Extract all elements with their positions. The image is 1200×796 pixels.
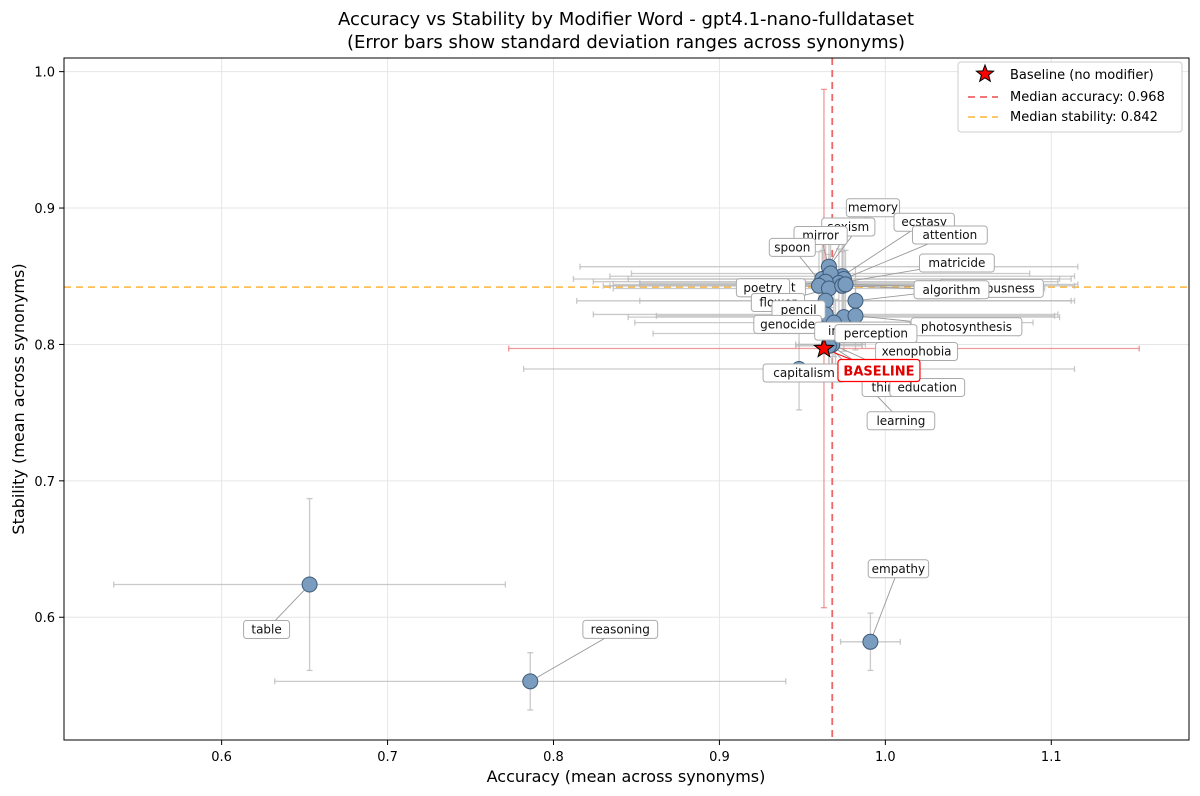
annotation-label: perception: [844, 327, 908, 341]
y-tick-label: 0.6: [34, 611, 55, 626]
data-point: [847, 292, 864, 309]
annotation-algorithm: algorithm: [913, 280, 990, 300]
annotation-spoon: spoon: [768, 237, 816, 257]
chart-title: Accuracy vs Stability by Modifier Word -…: [338, 9, 914, 30]
x-tick-label: 1.1: [1041, 750, 1062, 765]
legend-baseline-star-icon: [975, 63, 995, 83]
point-annotations: table reasoningempathycapitalismmemoryecs…: [243, 198, 1044, 640]
x-axis-label: Accuracy (mean across synonyms): [487, 767, 766, 786]
annotation-label: attention: [922, 228, 977, 242]
y-axis-label: Stability (mean across synonyms): [9, 263, 28, 534]
annotation-perception: perception: [834, 324, 918, 344]
annotation-education: education: [889, 377, 966, 397]
annotation-label: reasoning: [591, 622, 650, 636]
annotation-label: poetry: [743, 281, 782, 295]
annotation-memory: memory: [845, 198, 901, 218]
baseline-annotation-label: BASELINE: [843, 365, 914, 380]
y-tick-label: 0.8: [34, 338, 55, 353]
annotation-box: [845, 198, 901, 218]
baseline-annotation-box: [837, 358, 921, 383]
annotation-matricide: matricide: [918, 253, 995, 273]
y-tick-label: 0.7: [34, 475, 55, 490]
x-tick-label: 0.6: [211, 750, 232, 765]
data-point: [837, 276, 854, 293]
annotation-box: [834, 324, 918, 344]
annotation-label: memory: [848, 201, 898, 215]
annotation-label: capitalism: [773, 366, 835, 380]
annotation-capitalism: capitalism: [762, 363, 846, 383]
annotation-label: spoon: [774, 240, 810, 254]
y-tick-label: 1.0: [34, 66, 55, 81]
annotation-xenophobia: xenophobia: [875, 342, 959, 362]
annotation-box: [889, 377, 966, 397]
annotation-label: genocide: [760, 317, 815, 331]
annotation-label: xenophobia: [882, 345, 952, 359]
data-point: [301, 576, 318, 593]
x-tick-label: 0.9: [709, 750, 730, 765]
annotation-label: education: [897, 380, 957, 394]
x-tick-label: 1.0: [875, 750, 896, 765]
annotation-box: [913, 280, 990, 300]
annotation-empathy: empathy: [867, 559, 930, 579]
annotation-poetry: poetry: [735, 278, 791, 298]
annotation-box: [867, 559, 930, 579]
annotation-label: algorithm: [923, 283, 981, 297]
annotation-table: table: [243, 620, 291, 640]
annotation-learning: learning: [866, 411, 936, 431]
y-tick-label: 0.9: [34, 202, 55, 217]
annotation-label: learning: [876, 414, 925, 428]
baseline-star: [813, 337, 835, 358]
legend-median-stability-label: Median stability: 0.842: [1010, 110, 1158, 125]
x-tick-label: 0.8: [543, 750, 564, 765]
chart-subtitle: (Error bars show standard deviation rang…: [347, 32, 905, 53]
annotation-box: [866, 411, 936, 431]
plot-frame: [63, 57, 1190, 741]
legend: Baseline (no modifier) Median accuracy: …: [957, 61, 1183, 133]
annotation-genocide: genocide: [753, 314, 822, 334]
data-point: [847, 307, 864, 324]
annotation-label: table: [251, 623, 281, 637]
baseline-annotation: BASELINE: [837, 358, 921, 383]
x-tick-label: 0.7: [377, 750, 398, 765]
annotation-box: [582, 619, 659, 639]
axis-ticks: 0.6 0.7 0.8 0.9 1.0 1.1 0.6 0.7 0.8 0.9 1.0: [34, 66, 1061, 765]
annotation-label: empathy: [872, 562, 925, 576]
annotation-label: pencil: [781, 303, 817, 317]
annotation-reasoning: reasoning: [582, 619, 659, 639]
annotation-box: [911, 225, 988, 245]
legend-median-accuracy-label: Median accuracy: 0.968: [1010, 90, 1165, 105]
legend-baseline-label: Baseline (no modifier): [1010, 68, 1154, 83]
annotation-box: [768, 237, 816, 257]
annotation-photosynthesis: photosynthesis: [910, 317, 1023, 337]
data-point: [522, 673, 539, 690]
data-point: [862, 633, 879, 650]
annotation-box: [918, 253, 995, 273]
annotation-box: [243, 620, 291, 640]
annotation-label: matricide: [928, 256, 985, 270]
annotation-attention: attention: [911, 225, 988, 245]
annotation-label: photosynthesis: [921, 320, 1012, 334]
annotation-leader: [869, 568, 899, 642]
